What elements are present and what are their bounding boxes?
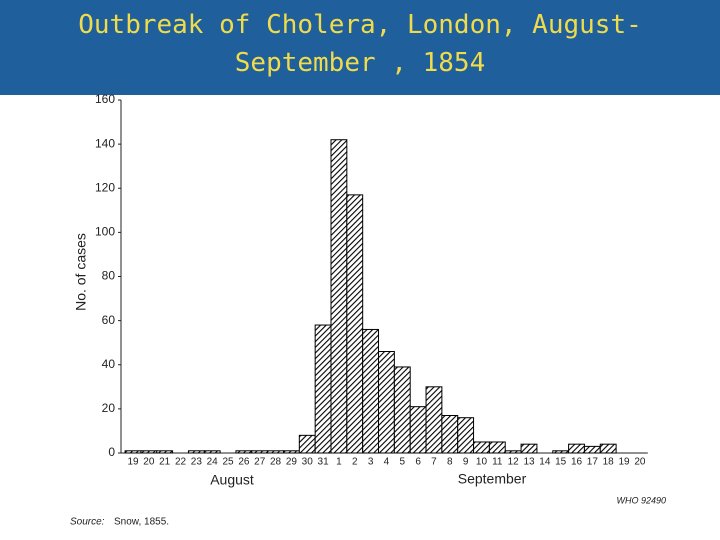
bar (314, 324, 332, 454)
x-tick-label: 9 (463, 457, 469, 468)
x-tick-label: 10 (476, 457, 488, 468)
x-tick-label: 6 (415, 457, 421, 468)
bar (203, 450, 221, 454)
x-tick-label: 11 (492, 457, 503, 468)
bar (393, 366, 411, 454)
y-tick-label: 100 (95, 225, 115, 239)
x-tick-label: 5 (399, 457, 405, 468)
x-tick-label: 3 (368, 457, 374, 468)
x-tick-label: 8 (447, 457, 453, 468)
x-tick-label: 28 (270, 457, 282, 468)
x-tick-label: 2 (352, 457, 358, 468)
bar (599, 443, 617, 454)
x-tick-label: 1 (336, 457, 342, 468)
x-tick-label: 31 (318, 457, 330, 468)
y-tick-label: 80 (102, 269, 116, 283)
bar (520, 443, 538, 454)
x-tick-label: 13 (523, 457, 535, 468)
bar (552, 450, 570, 454)
x-tick-label: 12 (508, 457, 520, 468)
bar (425, 386, 443, 454)
month-label: September (458, 471, 527, 487)
bar (251, 450, 269, 454)
bar (473, 441, 490, 454)
x-tick-label: 19 (618, 457, 630, 468)
bar (568, 443, 585, 454)
x-tick-label: 4 (384, 457, 390, 468)
x-tick-label: 20 (143, 457, 155, 468)
x-tick-label: 23 (191, 457, 203, 468)
y-tick-label: 20 (102, 401, 116, 415)
y-tick-label: 40 (102, 357, 116, 371)
y-tick-label: 120 (95, 180, 115, 194)
bar (140, 450, 158, 454)
x-tick-label: 25 (222, 457, 234, 468)
y-tick-label: 140 (95, 136, 115, 150)
x-tick-label: 16 (571, 457, 583, 468)
bar (330, 139, 348, 454)
bar (378, 351, 395, 454)
bar (235, 450, 253, 454)
x-tick-label: 24 (207, 457, 219, 468)
bar (187, 450, 205, 454)
month-label: August (210, 472, 254, 488)
bar (457, 417, 475, 454)
bar (156, 450, 174, 454)
y-axis-label: No. of cases (73, 233, 89, 311)
x-tick-label: 15 (555, 457, 567, 468)
bar (298, 434, 316, 454)
bar (583, 445, 601, 454)
source-label: Source: (70, 517, 105, 528)
chart-title: Outbreak of Cholera, London, August-Sept… (78, 10, 642, 78)
x-tick-label: 22 (175, 457, 187, 468)
x-tick-label: 27 (254, 457, 266, 468)
x-tick-label: 30 (302, 457, 314, 468)
x-tick-label: 21 (159, 457, 171, 468)
y-tick-label: 160 (95, 92, 115, 106)
bar (409, 406, 427, 454)
x-tick-label: 18 (603, 457, 615, 468)
bar (504, 450, 522, 454)
x-tick-label: 26 (238, 457, 250, 468)
annotation: WHO 92490 (616, 495, 666, 505)
x-tick-label: 7 (431, 457, 437, 468)
bar (488, 441, 506, 454)
bar (124, 450, 142, 454)
bar (267, 450, 284, 454)
x-tick-label: 17 (587, 457, 599, 468)
x-tick-label: 20 (634, 457, 646, 468)
x-tick-label: 29 (286, 457, 298, 468)
y-tick-label: 0 (108, 445, 115, 459)
bar (441, 414, 459, 454)
bar (282, 450, 300, 454)
title-bar: Outbreak of Cholera, London, August-Sept… (0, 0, 720, 95)
bar (362, 328, 380, 454)
source-text: Snow, 1855. (114, 517, 169, 528)
x-tick-label: 14 (539, 457, 551, 468)
y-tick-label: 60 (102, 313, 116, 327)
bar (346, 194, 364, 454)
x-tick-label: 19 (127, 457, 139, 468)
